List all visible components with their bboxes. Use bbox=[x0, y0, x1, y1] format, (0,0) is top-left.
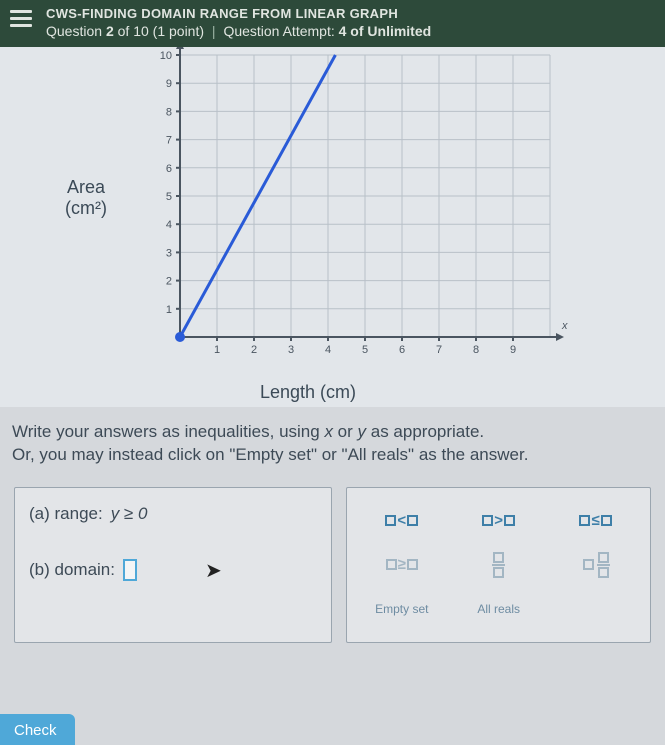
separator: | bbox=[212, 23, 216, 39]
chart-region: Area (cm²) 1 2 3 4 5 6 7 8 9 10 1 2 3 4 5 6 7 8 9 x Length … bbox=[0, 47, 665, 407]
key-mixed-fraction[interactable] bbox=[555, 548, 636, 582]
svg-text:4: 4 bbox=[325, 344, 331, 356]
header-text: CWS-FINDING DOMAIN RANGE FROM LINEAR GRA… bbox=[46, 6, 655, 39]
svg-text:3: 3 bbox=[166, 247, 172, 259]
keypad-panel: < > ≤ ≥ Empty set All reals bbox=[346, 487, 651, 643]
key-greater-than[interactable]: > bbox=[458, 504, 539, 538]
hamburger-menu-icon[interactable] bbox=[10, 10, 32, 27]
instruction-text: Write your answers as inequalities, usin… bbox=[0, 407, 665, 477]
svg-text:1: 1 bbox=[214, 344, 220, 356]
svg-text:8: 8 bbox=[166, 106, 172, 118]
svg-text:8: 8 bbox=[473, 344, 479, 356]
svg-text:3: 3 bbox=[288, 344, 294, 356]
key-less-equal[interactable]: ≤ bbox=[555, 504, 636, 538]
svg-text:x: x bbox=[561, 320, 568, 332]
check-button[interactable]: Check bbox=[0, 714, 75, 745]
key-greater-equal[interactable]: ≥ bbox=[361, 548, 442, 582]
x-axis-label: Length (cm) bbox=[260, 382, 356, 403]
answer-panels: (a) range: y ≥ 0 (b) domain: ➤ < > ≤ ≥ E… bbox=[0, 477, 665, 643]
keypad: < > ≤ ≥ Empty set All reals bbox=[361, 504, 636, 626]
key-less-than[interactable]: < bbox=[361, 504, 442, 538]
svg-text:2: 2 bbox=[166, 276, 172, 288]
question-progress: Question 2 of 10 (1 point) | Question At… bbox=[46, 23, 655, 39]
svg-text:1: 1 bbox=[166, 304, 172, 316]
header-bar: CWS-FINDING DOMAIN RANGE FROM LINEAR GRA… bbox=[0, 0, 665, 47]
question-a-label: (a) range: bbox=[29, 504, 103, 524]
y-axis-label: Area (cm²) bbox=[65, 177, 107, 219]
svg-text:9: 9 bbox=[510, 344, 516, 356]
key-all-reals[interactable]: All reals bbox=[458, 592, 539, 626]
line-chart: 1 2 3 4 5 6 7 8 9 10 1 2 3 4 5 6 7 8 9 x bbox=[150, 47, 580, 377]
svg-text:7: 7 bbox=[436, 344, 442, 356]
answer-panel: (a) range: y ≥ 0 (b) domain: ➤ bbox=[14, 487, 332, 643]
svg-text:5: 5 bbox=[166, 191, 172, 203]
lesson-title: CWS-FINDING DOMAIN RANGE FROM LINEAR GRA… bbox=[46, 6, 655, 21]
domain-input[interactable] bbox=[123, 559, 137, 581]
question-a-row: (a) range: y ≥ 0 bbox=[29, 504, 317, 524]
svg-text:5: 5 bbox=[362, 344, 368, 356]
key-empty-set[interactable]: Empty set bbox=[361, 592, 442, 626]
svg-text:4: 4 bbox=[166, 219, 172, 231]
question-a-value: y ≥ 0 bbox=[111, 504, 148, 524]
cursor-icon: ➤ bbox=[205, 558, 222, 583]
svg-text:7: 7 bbox=[166, 135, 172, 147]
key-fraction[interactable] bbox=[458, 548, 539, 582]
svg-text:2: 2 bbox=[251, 344, 257, 356]
svg-text:10: 10 bbox=[160, 50, 172, 62]
svg-text:6: 6 bbox=[399, 344, 405, 356]
svg-text:9: 9 bbox=[166, 78, 172, 90]
question-b-label: (b) domain: bbox=[29, 560, 115, 580]
svg-text:6: 6 bbox=[166, 163, 172, 175]
question-b-row: (b) domain: ➤ bbox=[29, 558, 317, 583]
